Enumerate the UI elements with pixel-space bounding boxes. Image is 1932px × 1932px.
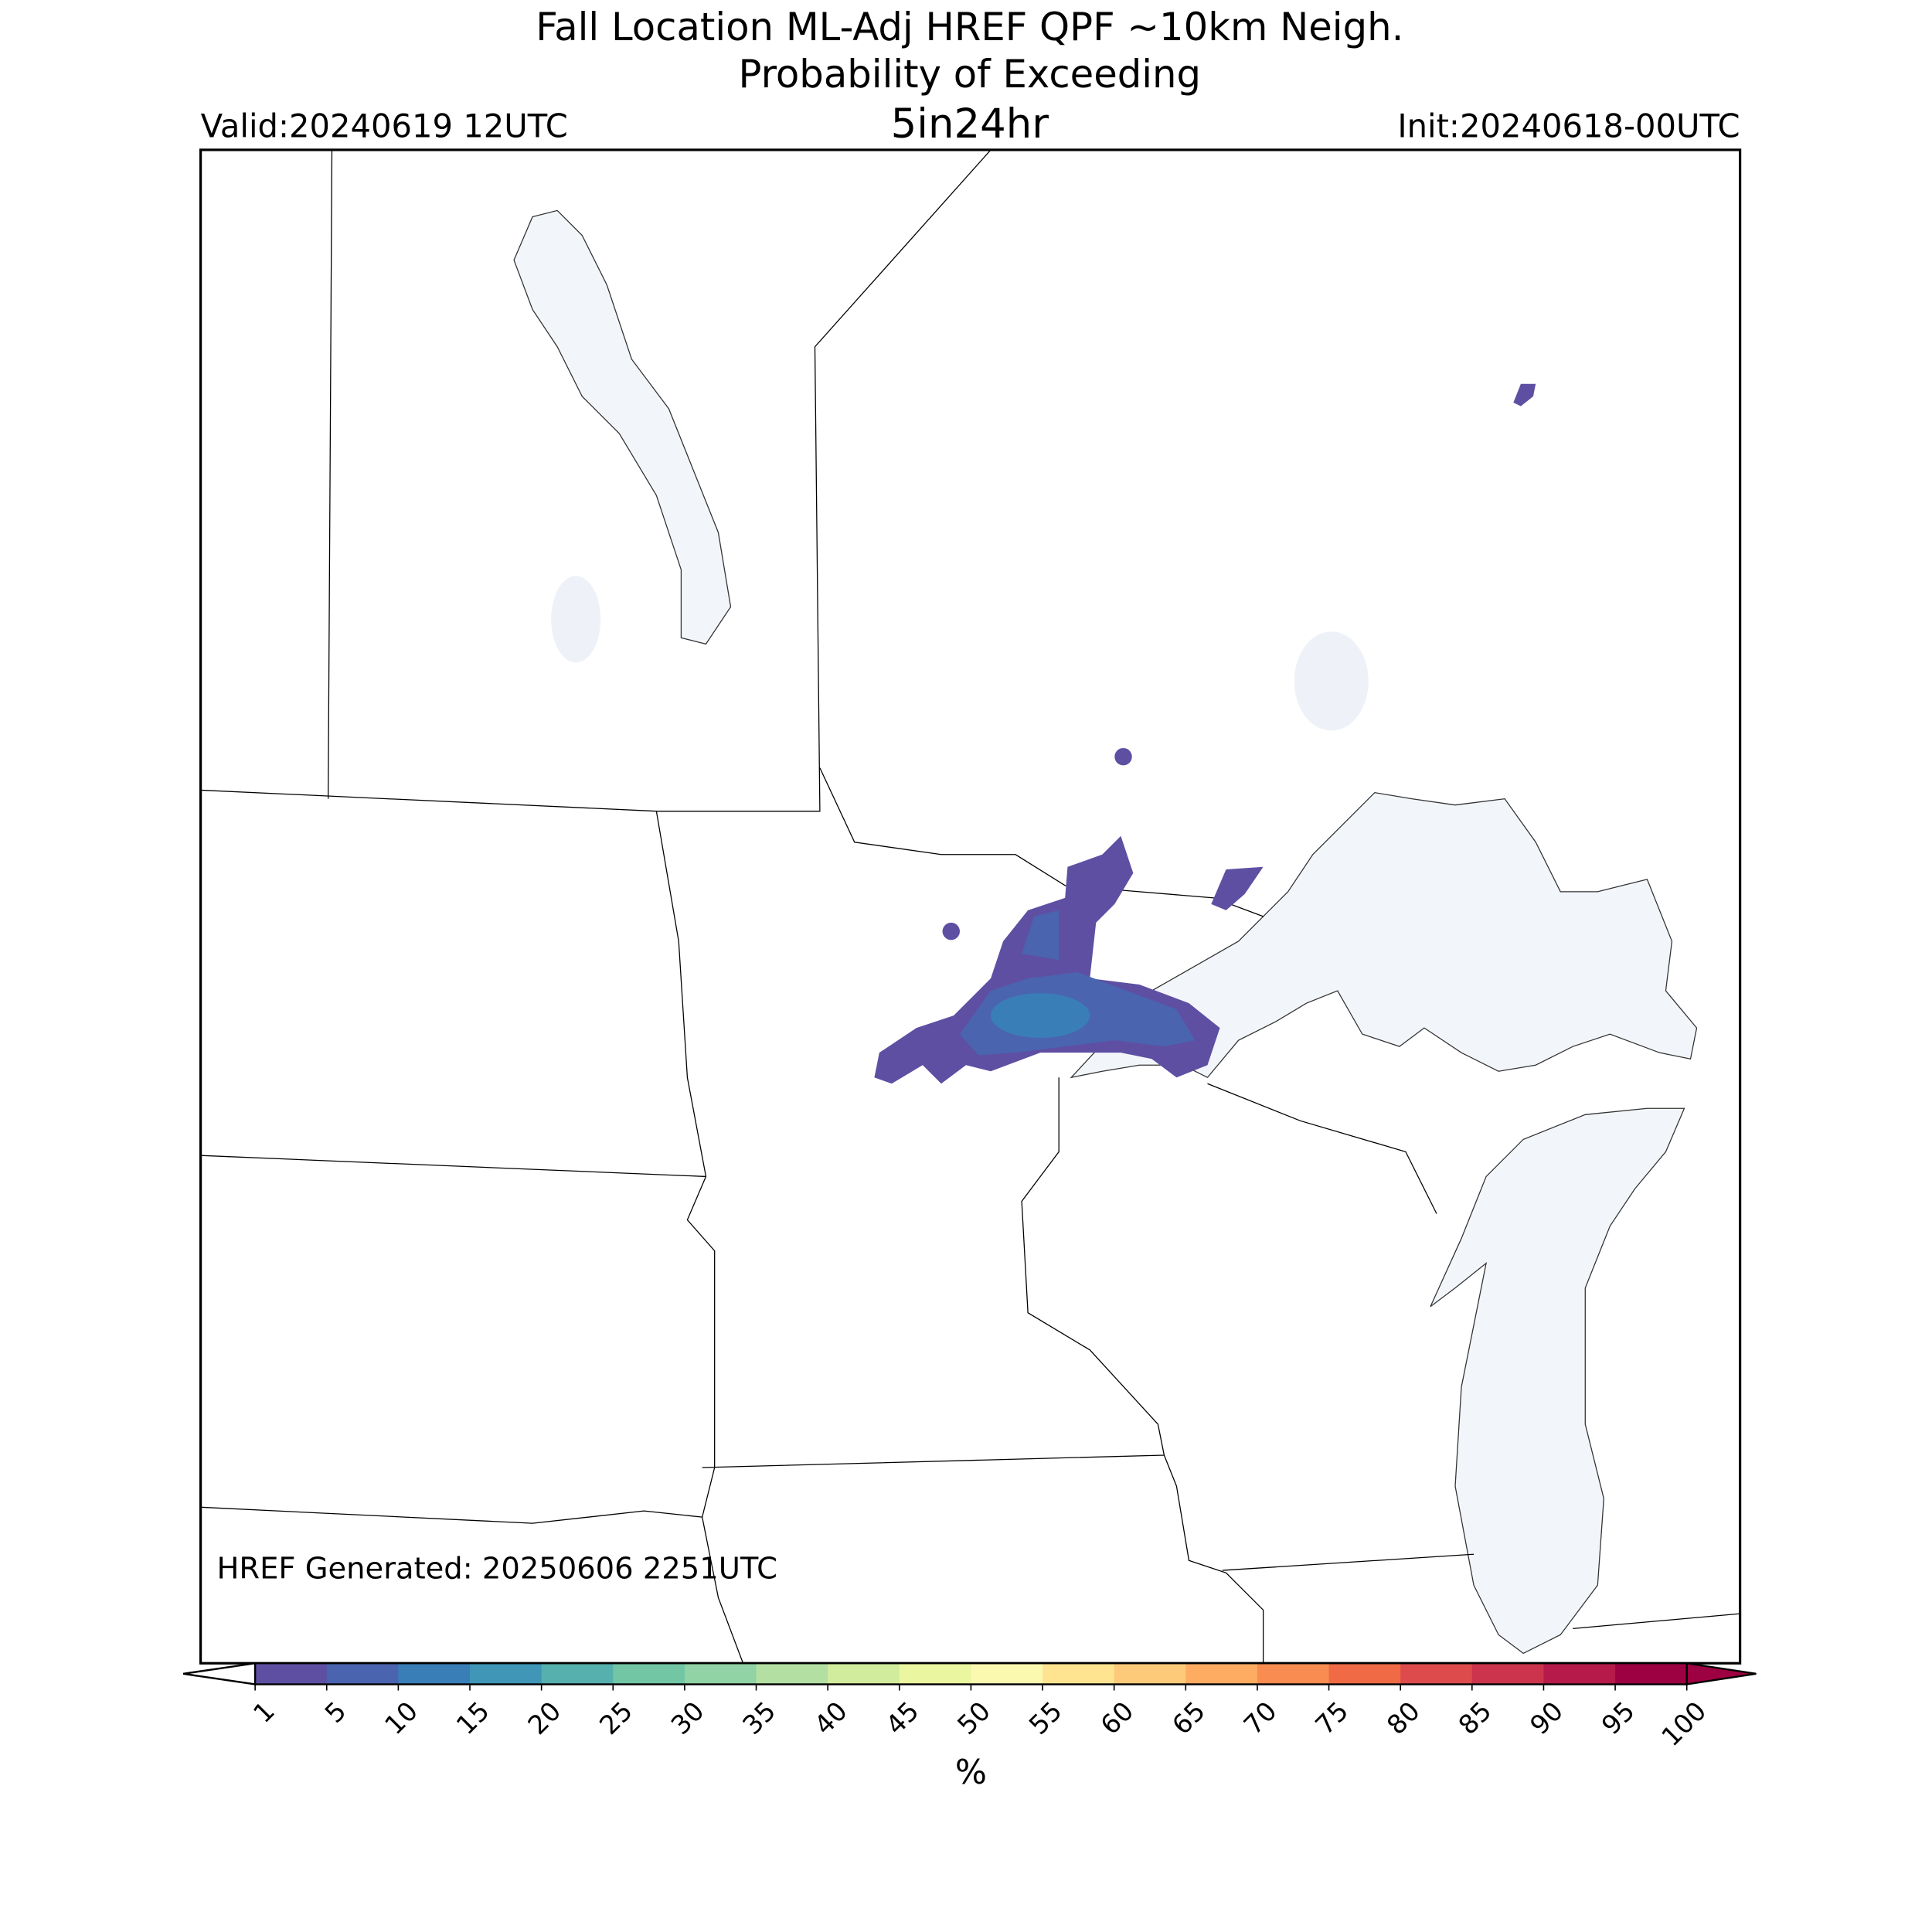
colorbar-segment: [541, 1663, 614, 1685]
colorbar-over: [1685, 1662, 1757, 1685]
generated-note: HREF Generated: 20250606 2251UTC: [216, 1552, 777, 1587]
lake: [1294, 631, 1369, 731]
colorbar-tick-label: 90: [1524, 1696, 1569, 1740]
probability-area: [1022, 910, 1060, 960]
colorbar-tick-label: 10: [379, 1696, 423, 1740]
probability-area: [1211, 866, 1264, 910]
probability-area: [1114, 747, 1132, 766]
lake: [551, 576, 601, 663]
colorbar-tick-label: 35: [736, 1696, 781, 1740]
colorbar-tick-label: 15: [451, 1696, 495, 1740]
lake-winnipeg: [513, 209, 732, 645]
lake-superior: [1070, 791, 1698, 1079]
colorbar-tick-label: 50: [951, 1696, 996, 1740]
title: Fall Location ML-Adj HREF QPF ~10km Neig…: [536, 5, 1403, 49]
colorbar-segment: [1114, 1663, 1187, 1685]
init-time: Init:20240618-00UTC: [1397, 107, 1740, 145]
colorbar-segment: [899, 1663, 972, 1685]
colorbar-tick-label: 85: [1453, 1696, 1498, 1740]
colorbar-tick-label: 20: [522, 1696, 567, 1740]
colorbar-tick-label: 40: [808, 1696, 853, 1740]
map: [200, 149, 1740, 1664]
colorbar-segment: [756, 1663, 828, 1685]
colorbar-tick-label: 95: [1596, 1696, 1641, 1740]
colorbar-segment: [1043, 1663, 1115, 1685]
colorbar-tick-label: 80: [1381, 1696, 1426, 1740]
subtitle: Probability of Exceeding: [739, 52, 1202, 97]
colorbar-segment: [1543, 1663, 1616, 1685]
colorbar-frame: [253, 1662, 1688, 1685]
colorbar-segment: [1615, 1663, 1688, 1685]
lake-michigan: [1430, 1107, 1685, 1655]
colorbar-tick-label: 100: [1656, 1696, 1713, 1752]
colorbar-tick-label: 30: [665, 1696, 710, 1740]
colorbar-under: [183, 1662, 257, 1685]
probability-area: [1513, 383, 1536, 406]
colorbar-tick-label: 1: [247, 1696, 281, 1729]
colorbar-segment: [1328, 1663, 1401, 1685]
colorbar-tick-label: 25: [594, 1696, 638, 1740]
colorbar-segment: [971, 1663, 1043, 1685]
colorbar-segment: [828, 1663, 900, 1685]
colorbar-tick-label: 65: [1166, 1696, 1211, 1740]
colorbar-segment: [1257, 1663, 1330, 1685]
colorbar-tick-label: 75: [1310, 1696, 1355, 1740]
colorbar-segment: [326, 1663, 400, 1685]
colorbar-tick-label: 70: [1238, 1696, 1283, 1740]
colorbar-segment: [1185, 1663, 1258, 1685]
probability-area: [991, 993, 1090, 1038]
threshold: 5in24hr: [891, 100, 1049, 148]
border: [200, 149, 1740, 1664]
colorbar-segment: [613, 1663, 685, 1685]
colorbar-segment: [684, 1663, 757, 1685]
colorbar-tick-label: 45: [880, 1696, 925, 1740]
colorbar-segment: [398, 1663, 471, 1685]
colorbar-label: %: [955, 1753, 987, 1792]
colorbar-segment: [255, 1663, 328, 1685]
colorbar-segment: [1471, 1663, 1545, 1685]
valid-time: Valid:20240619 12UTC: [201, 107, 568, 145]
colorbar-tick-label: 55: [1023, 1696, 1068, 1740]
colorbar-tick-label: 60: [1095, 1696, 1140, 1740]
colorbar-segment: [1400, 1663, 1473, 1685]
colorbar: 1 5 10 15 20 25 30 35 40 45 50 55 60 65 70 75 80 85 90 95 10…: [183, 1662, 1757, 1752]
colorbar-tick-label: 5: [319, 1696, 352, 1729]
colorbar-segment: [470, 1663, 543, 1685]
probability-area: [942, 922, 960, 940]
